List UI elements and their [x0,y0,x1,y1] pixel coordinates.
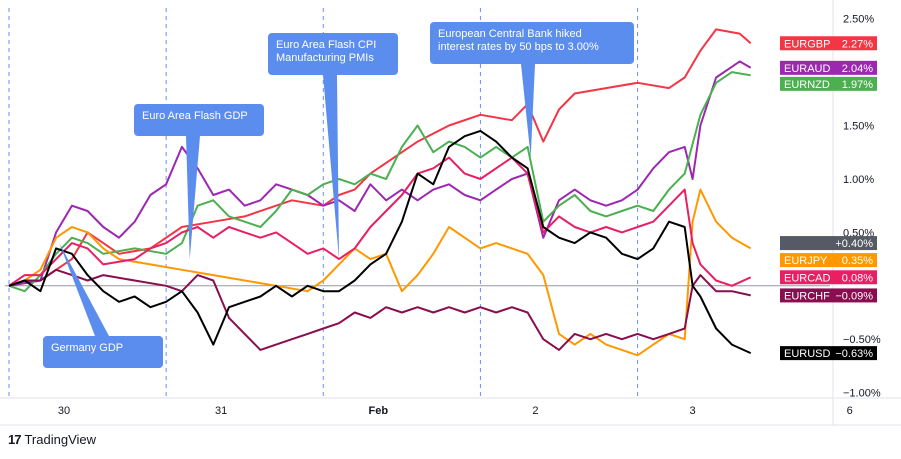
y-tick-label-4: −0.50% [843,334,881,346]
annotation-box-0 [430,22,634,64]
price-tag-name-eurusd: EURUSD [784,348,831,360]
price-tag-eurgbp [780,36,877,51]
annotation-box-1 [268,33,398,75]
annotation-pointer-0 [521,64,535,158]
price-tag-name-eurjpy: EURJPY [784,255,828,267]
annotation-text-1-0: Euro Area Flash CPI [276,39,376,51]
price-tag-name-eurchf: EURCHF [784,290,830,302]
x-tick-label-5: 6 [847,405,853,417]
x-tick-label-2: Feb [369,405,389,417]
x-tick-label-0: 30 [58,405,70,417]
price-tag-value-eurcad: 0.08% [842,272,873,284]
price-tag-eurchf [780,288,877,303]
series-line-eurnzd [8,71,751,293]
price-tag-eurjpy [780,253,877,268]
annotation-text-1-1: Manufacturing PMIs [276,52,374,64]
x-tick-label-3: 2 [532,405,538,417]
annotation-text-2-0: Euro Area Flash GDP [142,110,248,122]
x-tick-label-1: 31 [215,405,227,417]
y-tick-label-1: 1.50% [843,121,874,133]
price-tag-name-euraud: EURAUD [784,63,831,75]
price-tag-euraud [780,60,877,75]
price-tag-eurusd [780,346,877,361]
series-line-eurchf [8,268,751,351]
annotation-pointer-1 [323,75,339,260]
price-tag-value-eurgbp: 2.27% [842,38,873,50]
annotation-text-0-0: European Central Bank hiked [438,28,582,40]
price-tag-eurnzd [780,76,877,91]
price-tag-eurcad [780,270,877,285]
annotation-text-3-0: Germany GDP [51,342,123,354]
price-tag-name-eurcad: EURCAD [784,272,831,284]
tradingview-logo-icon: 17 [8,432,22,447]
annotation-box-2 [134,104,264,136]
x-tick-label-4: 3 [690,405,696,417]
price-tag-name-eurgbp: EURGBP [784,38,830,50]
series-line-euraud [8,60,752,287]
price-tag-name-eurnzd: EURNZD [784,79,830,91]
y-tick-label-0: 2.50% [843,14,874,26]
y-tick-label-2: 1.00% [843,174,874,186]
series-line-eurusd [8,129,752,355]
brand-name: TradingView [24,432,97,447]
annotation-pointer-2 [186,136,200,260]
series-line-eurgbp [8,28,752,287]
extra-tag-value-0: +0.40% [835,238,873,250]
extra-tag-bg-0 [780,236,877,251]
price-tag-value-eurchf: −0.09% [835,290,873,302]
tradingview-brand: 17 TradingView [8,432,96,447]
price-tag-value-euraud: 2.04% [842,63,873,75]
annotation-box-3 [43,336,163,368]
series-line-eurcad [8,156,752,287]
y-tick-label-5: −1.00% [843,388,881,400]
x-axis: 30 31 Feb 2 3 6 [58,405,853,417]
series-lines [8,28,752,357]
series-line-eurjpy [8,188,752,357]
price-tag-value-eurnzd: 1.97% [842,79,873,91]
annotation-text-0-1: interest rates by 50 bps to 3.00% [438,41,599,53]
price-tags: +0.40% EURGBP 2.27% EURAUD 2.04% EURNZD 1.97% E… [780,36,877,361]
price-tag-value-eurjpy: 0.35% [842,255,873,267]
annotation-pointer-3 [59,243,109,336]
price-tag-value-eurusd: −0.63% [835,348,873,360]
